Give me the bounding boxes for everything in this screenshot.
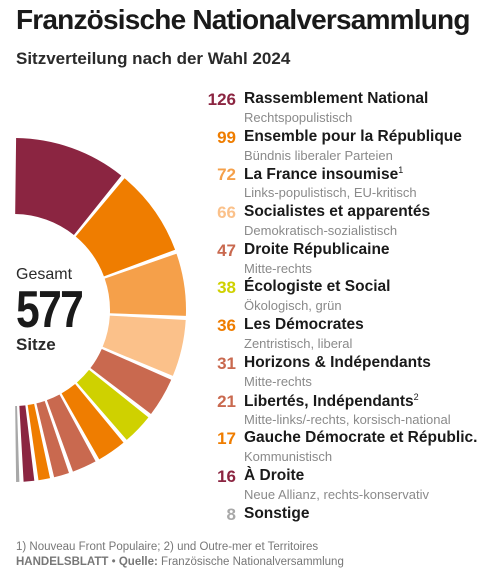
- legend-party-name: Droite Républicaine: [244, 241, 390, 259]
- legend-party-description: Demokratisch-sozialistisch: [244, 223, 398, 239]
- legend-party-description: Rechtspopulistisch: [244, 110, 353, 125]
- chart-title: Französische Nationalversammlung: [16, 4, 470, 35]
- party-legend: 126 Rassemblement National Rechtspopulisti…: [190, 89, 495, 541]
- legend-row: 16 À Droite Neue Allianz, rechts-konservat…: [190, 466, 495, 504]
- legend-footnote-marker: 2: [413, 391, 419, 402]
- legend-seat-count: 38: [217, 278, 236, 298]
- legend-seat-count: 66: [217, 203, 236, 223]
- legend-party-name: Socialistes et apparentés: [244, 203, 430, 221]
- donut-segment: [15, 138, 122, 235]
- legend-seat-count: 72: [217, 165, 236, 185]
- legend-party-description: Neue Allianz, rechts-konservativ: [244, 486, 429, 502]
- donut-segment: [104, 253, 186, 316]
- legend-seat-count: 16: [217, 466, 236, 486]
- legend-row: 38 Écologiste et Social Ökologisch, grün: [190, 277, 495, 315]
- legend-seat-count: 47: [217, 240, 236, 260]
- donut-segment: [27, 403, 51, 481]
- legend-party-name: Ensemble pour la République: [244, 128, 462, 146]
- legend-seat-count: 21: [217, 391, 236, 411]
- legend-party-description: Bündnis liberaler Parteien: [244, 147, 393, 163]
- donut-segment: [102, 315, 186, 376]
- legend-party-name-text: Horizons & Indépendants: [244, 353, 431, 371]
- source-separator: •: [111, 556, 116, 568]
- legend-party-name: Sonstige: [244, 505, 309, 523]
- legend-party-name-text: Gauche Démocrate et Républic.: [244, 429, 478, 447]
- legend-row: 8 Sonstige: [190, 504, 495, 542]
- legend-party-name-text: Écologiste et Social: [244, 278, 391, 296]
- legend-seat-count: 31: [217, 353, 236, 373]
- legend-party-name: Rassemblement National: [244, 90, 428, 108]
- legend-party-name-text: Droite Républicaine: [244, 240, 390, 258]
- seat-donut-chart: [15, 138, 186, 482]
- legend-party-name-text: Ensemble pour la République: [244, 127, 462, 145]
- footnote: 1) Nouveau Front Populaire; 2) und Outre…: [16, 541, 319, 553]
- chart-subtitle: Sitzverteilung nach der Wahl 2024: [16, 49, 291, 68]
- legend-seat-count: 99: [217, 127, 236, 147]
- legend-party-name-text: Les Démocrates: [244, 316, 364, 334]
- donut-segment: [76, 369, 149, 440]
- legend-party-name: La France insoumise1: [244, 165, 403, 184]
- donut-segment: [61, 384, 124, 460]
- legend-party-name: Les Démocrates: [244, 316, 364, 334]
- legend-party-name-text: Libertés, Indépendants: [244, 392, 414, 410]
- source-label: Quelle:: [118, 556, 158, 568]
- legend-party-name-text: Socialistes et apparentés: [244, 203, 431, 221]
- donut-segment: [19, 405, 35, 482]
- legend-party-name: Horizons & Indépendants: [244, 354, 431, 372]
- source-text: Französische Nationalversammlung: [161, 556, 344, 568]
- legend-party-name: À Droite: [244, 467, 304, 485]
- legend-party-name-text: Sonstige: [244, 504, 310, 522]
- donut-segment: [36, 400, 69, 478]
- legend-seat-count: 8: [226, 504, 236, 524]
- legend-party-description: Mitte-rechts: [244, 260, 312, 276]
- donut-segment: [75, 178, 176, 277]
- donut-segment: [15, 405, 20, 482]
- legend-footnote-marker: 1: [398, 165, 404, 176]
- donut-segment: [90, 348, 172, 414]
- legend-row: 66 Socialistes et apparentés Demokratisch-…: [190, 202, 495, 240]
- source-brand: HANDELSBLATT: [16, 556, 109, 568]
- total-label-bottom: Sitze: [16, 335, 56, 354]
- legend-row: 36 Les Démocrates Zentristisch, liberal: [190, 315, 495, 353]
- legend-party-name-text: Rassemblement National: [244, 90, 429, 107]
- total-seats-value: 577: [16, 281, 84, 339]
- legend-row: 99 Ensemble pour la République Bündnis lib…: [190, 127, 495, 165]
- legend-party-name: Libertés, Indépendants2: [244, 392, 419, 411]
- legend-party-name-text: La France insoumise: [244, 166, 399, 184]
- legend-row: 126 Rassemblement National Rechtspopulisti…: [190, 89, 495, 127]
- legend-row: 47 Droite Républicaine Mitte-rechts: [190, 240, 495, 278]
- legend-row: 31 Horizons & Indépendants Mitte-rechts: [190, 353, 495, 391]
- legend-party-name: Écologiste et Social: [244, 278, 390, 296]
- legend-row: 72 La France insoumise1 Links-populistisch…: [190, 164, 495, 202]
- source-line: HANDELSBLATT • Quelle: Französische Nati…: [16, 556, 344, 568]
- legend-row: 17 Gauche Démocrate et Républic. Kommunist…: [190, 428, 495, 466]
- legend-party-name: Gauche Démocrate et Républic.: [244, 429, 477, 447]
- legend-seat-count: 126: [207, 90, 236, 109]
- legend-party-name-text: À Droite: [244, 466, 305, 484]
- legend-party-description: Zentristisch, liberal: [244, 336, 353, 352]
- legend-party-description: Mitte-links/-rechts, korsisch-national: [244, 411, 451, 427]
- donut-segment: [46, 394, 96, 472]
- legend-seat-count: 36: [217, 316, 236, 336]
- total-label-top: Gesamt: [16, 266, 73, 283]
- legend-seat-count: 17: [217, 429, 236, 449]
- legend-party-description: Links-populistisch, EU-kritisch: [244, 185, 417, 201]
- legend-party-description: Ökologisch, grün: [244, 298, 342, 314]
- legend-party-description: Mitte-rechts: [244, 373, 312, 389]
- legend-row: 21 Libertés, Indépendants2 Mitte-links/-re…: [190, 391, 495, 429]
- legend-party-description: Kommunistisch: [244, 449, 333, 465]
